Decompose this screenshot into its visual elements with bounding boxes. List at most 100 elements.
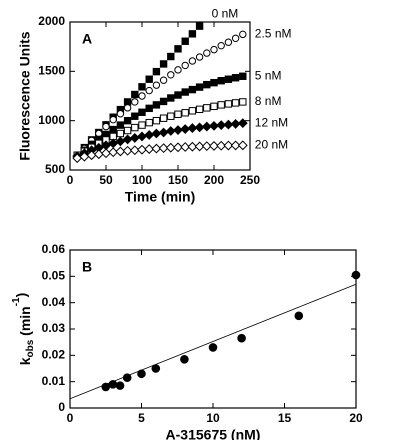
data-point — [194, 141, 205, 152]
data-point — [217, 41, 225, 50]
data-point — [152, 67, 161, 76]
data-point — [203, 49, 211, 57]
data-point — [187, 123, 198, 133]
data-point — [208, 343, 218, 352]
y-tick-label: 0.01 — [42, 374, 66, 388]
data-point — [174, 91, 182, 99]
data-point — [237, 140, 248, 151]
x-tick-label: 250 — [240, 173, 260, 187]
data-point — [108, 147, 119, 158]
data-point — [188, 57, 197, 65]
y-axis-title-part: ) — [13, 293, 29, 298]
y-axis-title-part: obs — [25, 339, 36, 357]
data-point — [138, 108, 146, 116]
data-point — [187, 141, 198, 152]
y-axis-title: Fluorescence Units — [17, 31, 33, 160]
data-point — [239, 30, 247, 39]
data-point — [165, 126, 176, 136]
data-point — [145, 104, 153, 113]
x-tick-label: 15 — [278, 411, 292, 425]
data-point — [209, 120, 219, 131]
data-point — [174, 45, 182, 53]
data-point — [237, 118, 248, 129]
data-point — [210, 45, 218, 54]
data-point — [174, 110, 182, 118]
data-point — [116, 129, 125, 138]
x-tick-label: 150 — [168, 173, 188, 187]
data-point — [351, 270, 361, 280]
data-point — [109, 115, 117, 124]
data-point — [167, 71, 175, 79]
data-point — [144, 130, 155, 140]
data-point — [181, 61, 189, 70]
data-point — [201, 141, 212, 152]
x-tick-label: 0 — [67, 411, 74, 425]
data-point — [122, 134, 133, 145]
data-point — [231, 74, 240, 82]
data-point — [201, 121, 212, 132]
data-point — [231, 99, 240, 107]
data-point — [181, 88, 189, 96]
data-point — [115, 381, 125, 390]
plot-frame — [69, 21, 251, 171]
data-point — [131, 123, 139, 132]
data-point — [123, 116, 132, 125]
data-point — [137, 131, 147, 142]
data-point — [159, 60, 168, 68]
y-tick-label: 0.03 — [42, 321, 66, 335]
y-tick-label: 2000 — [38, 14, 65, 28]
data-point — [109, 125, 117, 134]
data-point — [188, 30, 197, 38]
data-point — [165, 142, 176, 153]
data-point — [230, 119, 241, 129]
y-tick-label: 0 — [58, 400, 65, 414]
data-point — [217, 77, 225, 85]
y-tick-label: 0.06 — [42, 242, 66, 256]
data-point — [224, 75, 233, 83]
data-point — [152, 101, 161, 109]
data-point — [131, 112, 139, 120]
fit-line — [69, 283, 357, 400]
data-point — [123, 104, 132, 112]
series-label: 20 nM — [255, 138, 288, 152]
data-point — [223, 119, 234, 130]
data-point — [239, 72, 247, 80]
data-point — [203, 104, 211, 112]
data-point — [231, 34, 240, 42]
data-point — [151, 128, 162, 139]
data-point — [123, 126, 132, 135]
panel-label: A — [82, 31, 92, 47]
data-point — [159, 114, 168, 122]
data-point — [217, 101, 225, 109]
x-axis-title: A-315675 (nM) — [166, 427, 261, 440]
data-point — [230, 140, 241, 151]
data-point — [167, 52, 175, 61]
data-point — [180, 124, 191, 134]
y-axis-title-part: k — [17, 357, 33, 365]
data-point — [129, 133, 140, 143]
data-point — [108, 138, 119, 149]
data-point — [122, 373, 132, 383]
data-point — [181, 109, 189, 117]
y-tick-label: 0.05 — [42, 269, 66, 283]
data-point — [210, 78, 218, 87]
data-point — [152, 81, 161, 89]
series-label: 12 nM — [255, 115, 288, 129]
data-point — [294, 311, 304, 321]
y-axis-title-part: -1 — [11, 297, 22, 306]
x-axis-title: Time (min) — [125, 189, 196, 205]
data-point — [195, 53, 204, 61]
data-point — [137, 144, 147, 155]
data-point — [115, 146, 126, 157]
data-point — [116, 121, 125, 129]
data-point — [144, 144, 155, 154]
series-label: 2.5 nM — [255, 27, 292, 41]
data-point — [145, 86, 153, 95]
data-point — [115, 136, 126, 147]
data-point — [188, 85, 197, 94]
data-point — [151, 143, 162, 154]
data-point — [195, 83, 204, 91]
data-point — [239, 98, 247, 106]
data-point — [152, 116, 161, 125]
